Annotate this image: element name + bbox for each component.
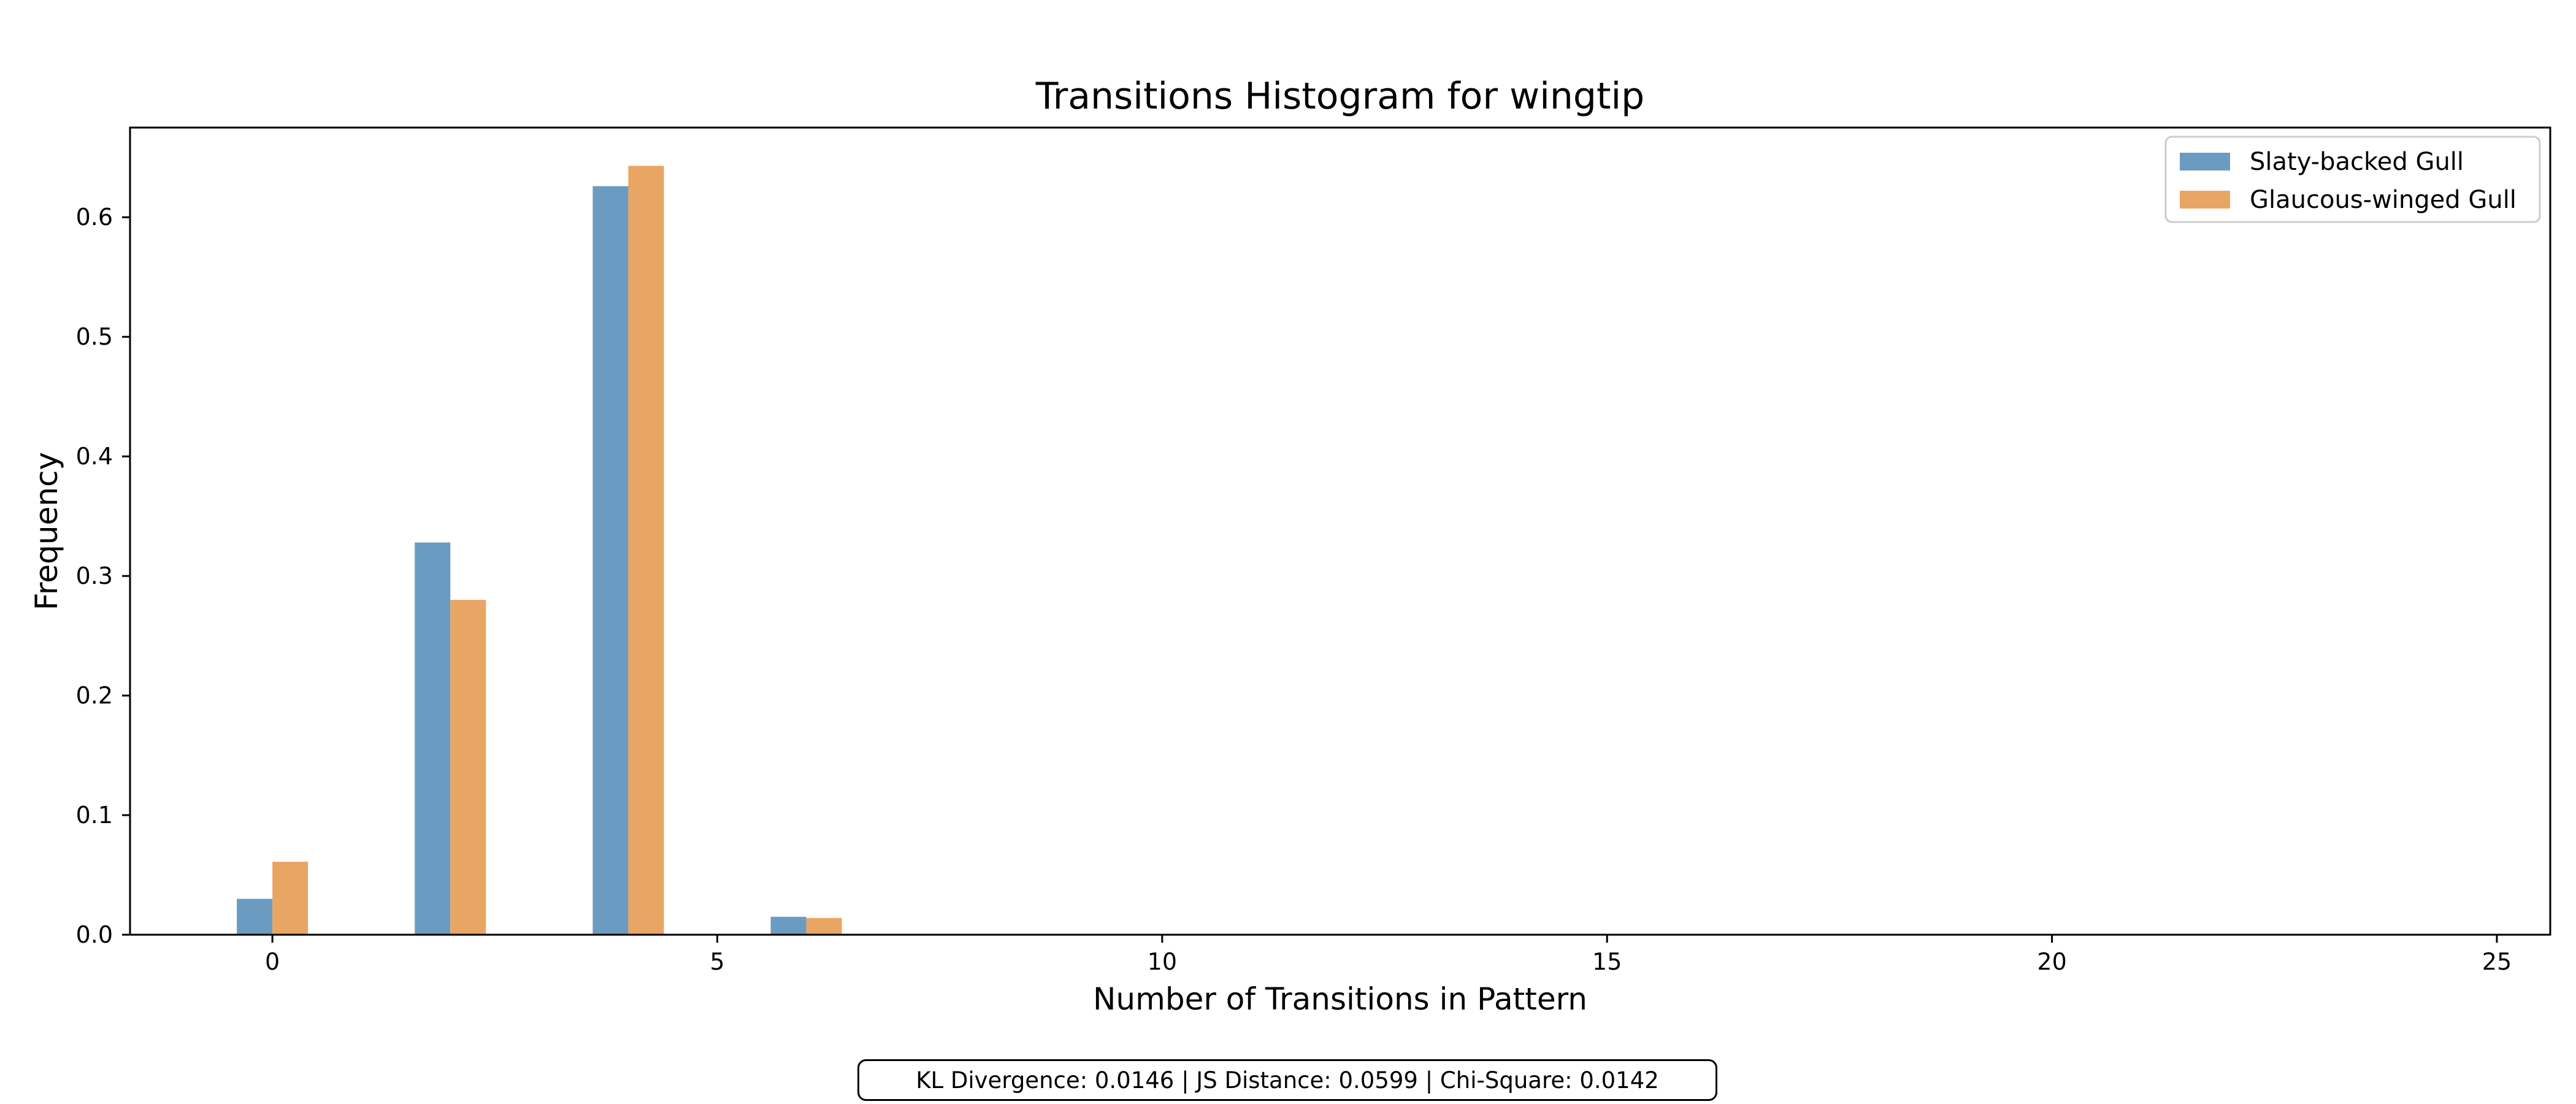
x-tick-label: 0 (265, 948, 280, 975)
bar-glaucous-winged-6 (806, 918, 842, 935)
legend-label: Slaty-backed Gull (2250, 148, 2464, 176)
bars-layer (237, 166, 842, 935)
x-tick-label: 25 (2482, 948, 2512, 975)
y-tick-label: 0.5 (76, 323, 113, 350)
bar-slaty-backed-6 (770, 916, 807, 935)
bar-slaty-backed-2 (415, 542, 451, 935)
legend-label: Glaucous-winged Gull (2250, 186, 2517, 214)
plot-area-frame (129, 126, 2551, 936)
statistics-box: KL Divergence: 0.0146 | JS Distance: 0.0… (857, 1059, 1717, 1101)
chart-title: Transitions Histogram for wingtip (1035, 75, 1645, 118)
y-tick-label: 0.2 (76, 682, 113, 709)
y-tick-label: 0.4 (76, 443, 113, 470)
y-axis-ticks: 0.0 0.1 0.2 0.3 0.4 0.5 0.6 (76, 204, 130, 948)
x-tick-label: 5 (710, 948, 724, 975)
y-tick-label: 0.6 (76, 204, 113, 231)
x-tick-label: 15 (1592, 948, 1622, 975)
legend-swatch (2180, 191, 2230, 209)
bar-glaucous-winged-0 (272, 862, 309, 935)
legend: Slaty-backed Gull Glaucous-winged Gull (2164, 136, 2541, 223)
bar-glaucous-winged-4 (628, 166, 664, 935)
x-axis-label: Number of Transitions in Pattern (1093, 981, 1587, 1017)
legend-frame (2164, 136, 2541, 223)
y-axis-label: Frequency (29, 452, 64, 610)
y-tick-label: 0.0 (76, 921, 113, 948)
x-tick-label: 20 (2037, 948, 2066, 975)
bar-slaty-backed-4 (592, 186, 629, 935)
bar-glaucous-winged-2 (450, 600, 486, 935)
bar-slaty-backed-0 (237, 899, 273, 935)
statistics-text: KL Divergence: 0.0146 | JS Distance: 0.0… (916, 1067, 1659, 1094)
legend-swatch (2180, 153, 2230, 171)
y-tick-label: 0.3 (76, 562, 113, 589)
y-tick-label: 0.1 (76, 802, 113, 829)
x-tick-label: 10 (1148, 948, 1177, 975)
x-axis-ticks: 0 5 10 15 20 25 (265, 935, 2512, 975)
